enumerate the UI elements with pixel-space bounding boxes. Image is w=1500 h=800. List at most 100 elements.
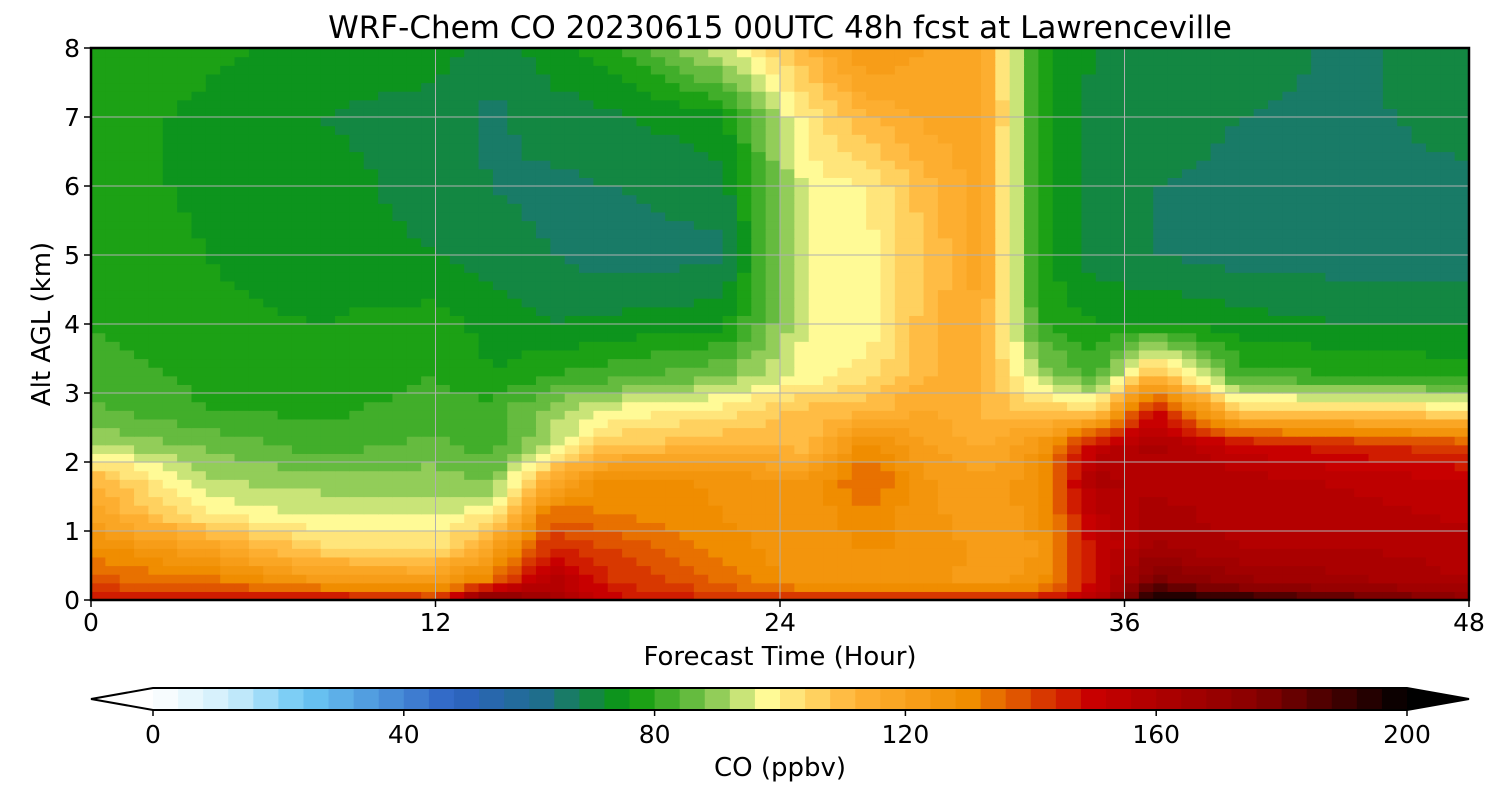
- contour-cell: [177, 324, 193, 334]
- contour-cell: [1454, 539, 1469, 549]
- contour-cell: [665, 591, 681, 600]
- contour-cell: [1368, 453, 1384, 463]
- contour-cell: [1354, 574, 1370, 584]
- contour-cell: [851, 160, 867, 170]
- contour-cell: [909, 574, 925, 584]
- contour-cell: [378, 237, 394, 247]
- contour-cell: [550, 513, 566, 523]
- contour-cell: [134, 332, 150, 342]
- contour-cell: [349, 186, 365, 196]
- contour-cell: [378, 272, 394, 282]
- contour-cell: [105, 306, 121, 316]
- contour-cell: [277, 280, 293, 291]
- contour-cell: [248, 393, 264, 403]
- contour-cell: [435, 444, 451, 454]
- contour-cell: [277, 263, 293, 273]
- contour-cell: [148, 298, 164, 308]
- contour-cell: [335, 487, 350, 498]
- contour-cell: [995, 289, 1011, 299]
- contour-cell: [1124, 393, 1140, 403]
- contour-cell: [119, 496, 135, 506]
- contour-cell: [1411, 151, 1427, 161]
- contour-cell: [1210, 565, 1226, 575]
- contour-cell: [708, 453, 724, 463]
- contour-cell: [1339, 591, 1355, 600]
- contour-cell: [1440, 582, 1456, 592]
- contour-cell: [507, 349, 523, 360]
- contour-cell: [550, 160, 566, 170]
- contour-cell: [478, 280, 494, 291]
- contour-cell: [478, 582, 494, 592]
- contour-cell: [1024, 539, 1039, 549]
- contour-cell: [1268, 591, 1283, 600]
- contour-cell: [378, 306, 394, 316]
- contour-cell: [1124, 453, 1140, 463]
- contour-cell: [736, 522, 752, 532]
- contour-cell: [1296, 160, 1312, 170]
- contour-cell: [220, 470, 236, 480]
- contour-cell: [119, 255, 135, 265]
- contour-cell: [1339, 565, 1355, 575]
- contour-cell: [593, 263, 609, 273]
- contour-cell: [1153, 194, 1169, 204]
- contour-cell: [1067, 418, 1083, 429]
- contour-cell: [894, 444, 910, 454]
- contour-cell: [564, 151, 580, 161]
- contour-cell: [1411, 332, 1427, 342]
- contour-cell: [736, 470, 752, 480]
- contour-cell: [607, 349, 623, 360]
- contour-cell: [492, 298, 508, 308]
- contour-cell: [1095, 332, 1111, 342]
- contour-cell: [148, 211, 164, 222]
- contour-cell: [1167, 591, 1183, 600]
- contour-cell: [191, 229, 207, 239]
- contour-cell: [1138, 375, 1154, 385]
- contour-cell: [1067, 505, 1083, 515]
- contour-cell: [1397, 384, 1413, 394]
- contour-cell: [162, 263, 178, 273]
- contour-cell: [1397, 246, 1413, 256]
- contour-cell: [1411, 255, 1427, 265]
- contour-cell: [665, 496, 681, 506]
- contour-cell: [1167, 306, 1183, 316]
- contour-cell: [794, 220, 810, 230]
- contour-cell: [119, 168, 135, 178]
- contour-cell: [306, 349, 322, 360]
- contour-cell: [421, 151, 437, 161]
- contour-cell: [679, 168, 695, 178]
- contour-cell: [220, 384, 236, 394]
- contour-cell: [105, 237, 121, 247]
- contour-cell: [363, 427, 379, 437]
- contour-cell: [119, 289, 135, 299]
- contour-cell: [449, 151, 465, 161]
- contour-cell: [1425, 315, 1441, 325]
- contour-cell: [937, 375, 953, 385]
- contour-cell: [808, 289, 824, 299]
- contour-cell: [392, 289, 408, 299]
- contour-cell: [593, 255, 609, 265]
- contour-cell: [980, 539, 996, 549]
- contour-cell: [1224, 505, 1240, 515]
- contour-cell: [306, 186, 322, 196]
- contour-cell: [693, 263, 709, 273]
- contour-cell: [1282, 237, 1298, 247]
- contour-cell: [794, 565, 810, 575]
- contour-cell: [1282, 591, 1298, 600]
- contour-cell: [1239, 522, 1255, 532]
- contour-cell: [1052, 367, 1068, 377]
- contour-cell: [765, 246, 781, 256]
- contour-cell: [277, 324, 293, 334]
- contour-cell: [349, 418, 365, 429]
- contour-cell: [378, 539, 394, 549]
- contour-cell: [1067, 298, 1083, 308]
- contour-cell: [1138, 151, 1154, 161]
- contour-cell: [492, 470, 508, 480]
- contour-cell: [306, 556, 322, 567]
- contour-cell: [909, 548, 925, 558]
- contour-cell: [392, 332, 408, 342]
- contour-cell: [406, 237, 422, 247]
- contour-cell: [1440, 591, 1456, 600]
- contour-cell: [464, 513, 480, 523]
- contour-cell: [248, 410, 264, 420]
- contour-cell: [780, 393, 795, 403]
